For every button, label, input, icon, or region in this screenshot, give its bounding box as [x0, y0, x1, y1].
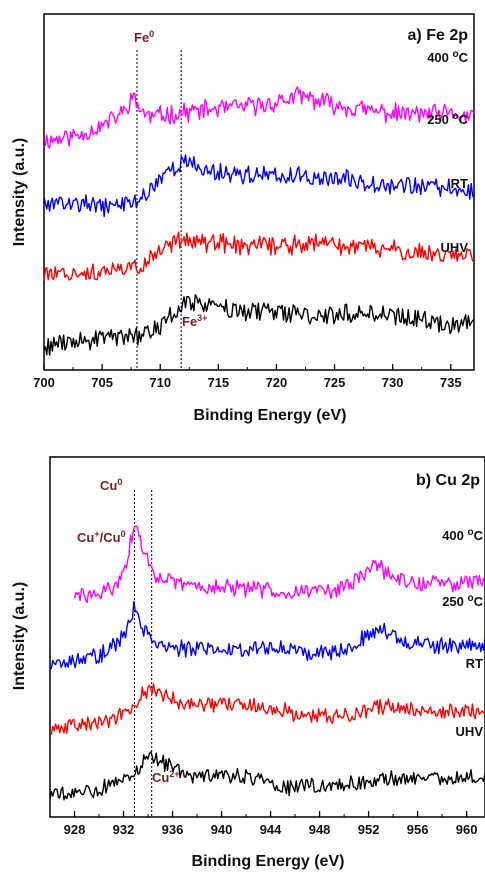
plot-frame	[49, 456, 485, 818]
series-label: UHV	[456, 724, 484, 739]
x-tick-label: 960	[456, 822, 478, 837]
x-tick-label: 720	[266, 375, 288, 390]
series-line	[49, 600, 485, 670]
x-tick-label: 705	[91, 375, 113, 390]
panel-title: a) Fe 2p	[408, 27, 469, 44]
y-axis-label: Intensity (a.u.)	[11, 582, 28, 690]
series-label: 400 oC	[442, 527, 483, 543]
series-line	[50, 683, 485, 735]
x-tick-label: 952	[358, 822, 380, 837]
x-tick-label: 725	[324, 375, 346, 390]
panel-title: b) Cu 2p	[416, 472, 480, 489]
x-tick-label: 710	[149, 375, 171, 390]
x-tick-label: 735	[440, 375, 462, 390]
plot-frame	[43, 13, 475, 371]
series-line	[43, 154, 475, 218]
y-axis-label: Intensity (a.u.)	[11, 138, 28, 246]
series-label: 400 oC	[427, 49, 468, 65]
series-line	[73, 525, 485, 604]
peak-label: Fe0	[134, 29, 154, 45]
peak-label: Fe3+	[182, 313, 207, 329]
series-line	[43, 231, 475, 281]
peak-label: Cu2+	[152, 769, 180, 785]
x-axis-label: Binding Energy (eV)	[192, 853, 345, 870]
x-tick-label: 940	[211, 822, 233, 837]
series-label: 250 oC	[442, 593, 483, 609]
x-tick-label: 928	[64, 822, 86, 837]
series-label: 250 oC	[427, 111, 468, 127]
x-tick-label: 932	[113, 822, 135, 837]
panel-fe-2p: Fe0 Fe3+ 700 705 710 715 720 725 730 735 a) Fe 2…	[11, 13, 475, 424]
x-tick-label: 944	[260, 822, 282, 837]
peak-label: Cu+/Cu0	[77, 529, 126, 545]
x-axis-label: Binding Energy (eV)	[194, 407, 347, 424]
series-label: RT	[451, 176, 468, 191]
peak-label: Cu0	[100, 477, 122, 493]
x-tick-label: 715	[207, 375, 229, 390]
x-tick-label: 936	[162, 822, 184, 837]
series-line	[49, 751, 485, 801]
series-line	[43, 294, 475, 356]
x-tick-label: 948	[309, 822, 331, 837]
series-label: RT	[466, 656, 483, 671]
x-tick-label: 700	[33, 375, 55, 390]
panel-cu-2p: Cu0 Cu+/Cu0 Cu2+ 928 932 936 940 944 948 952 956 9…	[11, 456, 485, 870]
series-label: UHV	[441, 240, 469, 255]
series-line	[43, 86, 475, 149]
x-tick-label: 730	[382, 375, 404, 390]
x-tick-label: 956	[407, 822, 429, 837]
